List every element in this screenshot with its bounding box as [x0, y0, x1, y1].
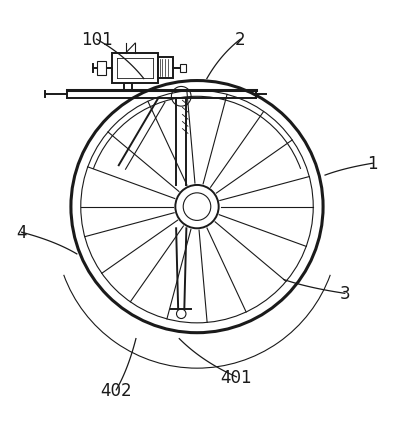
Bar: [97, 61, 106, 76]
Text: 401: 401: [221, 368, 252, 386]
Text: 101: 101: [81, 31, 112, 49]
Text: 402: 402: [100, 381, 132, 399]
Text: 3: 3: [340, 285, 350, 303]
Text: 1: 1: [367, 155, 377, 173]
Text: 4: 4: [17, 224, 27, 242]
Bar: [112, 54, 158, 83]
Bar: [158, 58, 173, 79]
Bar: [180, 64, 186, 73]
Text: 2: 2: [235, 31, 245, 49]
